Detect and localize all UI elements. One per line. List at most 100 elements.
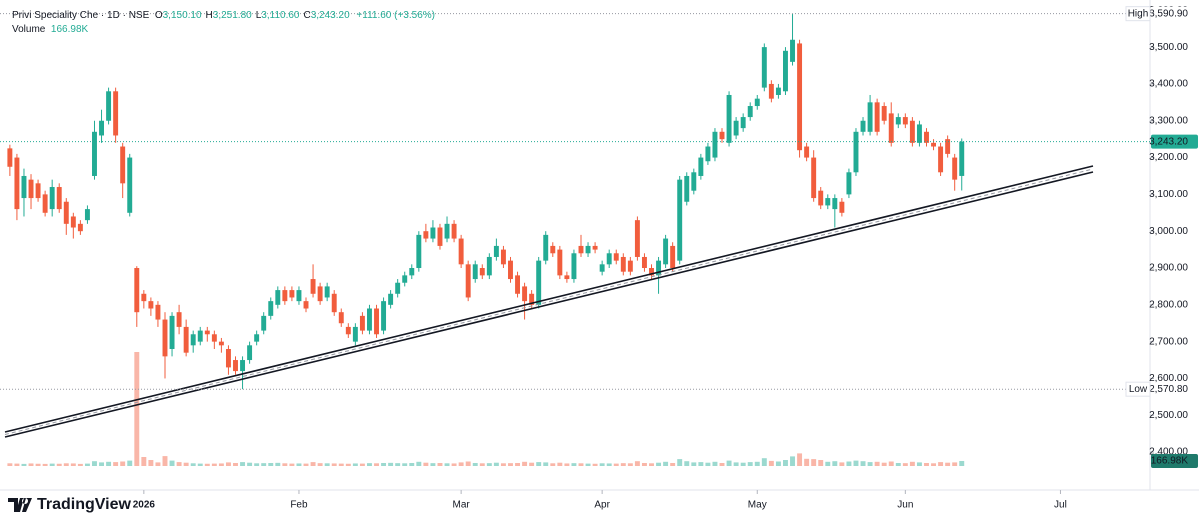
- candle-body: [472, 264, 478, 280]
- candle-body: [867, 102, 873, 132]
- candle-body: [296, 290, 302, 302]
- channel-upper[interactable]: [4, 165, 1094, 433]
- candle-body: [303, 301, 309, 309]
- ohlc-value: 3,243.20: [310, 10, 350, 21]
- volume-bar: [113, 462, 119, 466]
- volume-bar: [247, 462, 253, 466]
- candle-body: [183, 326, 189, 353]
- volume-bar: [49, 463, 55, 466]
- volume-bar: [120, 461, 126, 466]
- volume-bar: [846, 461, 852, 466]
- candle-body: [345, 326, 351, 335]
- series: [7, 13, 965, 466]
- candle-body: [120, 146, 126, 184]
- candle-body: [49, 187, 55, 210]
- high-label: High: [1128, 8, 1149, 19]
- volume-bar: [585, 463, 591, 466]
- candle-body: [938, 146, 944, 173]
- candle-body: [141, 293, 147, 302]
- volume-bar: [56, 463, 62, 466]
- candle-body: [233, 360, 238, 372]
- volume-bar: [493, 462, 499, 466]
- volume-bar: [768, 460, 774, 466]
- candle-body: [677, 179, 683, 261]
- volume-bar: [931, 463, 937, 466]
- candle-body: [14, 157, 20, 210]
- candle-body: [423, 231, 429, 239]
- candle-body: [493, 245, 499, 257]
- ohlc-label: L: [255, 10, 262, 21]
- candle-body: [486, 256, 492, 276]
- volume-bar: [916, 462, 922, 466]
- volume-bar: [268, 463, 274, 466]
- symbol[interactable]: Privi Speciality Che · 1D · NSE: [12, 10, 150, 21]
- candle-body: [902, 117, 908, 125]
- volume-bar: [888, 461, 894, 466]
- candle-body: [465, 264, 471, 298]
- volume-bar: [804, 458, 810, 466]
- volume-bar: [578, 463, 584, 466]
- volume-bar: [218, 463, 224, 466]
- candle-body: [536, 260, 542, 305]
- channel-middle: [4, 168, 1094, 435]
- candle-body: [282, 290, 288, 302]
- channel-lower[interactable]: [4, 171, 1094, 438]
- candle-body: [846, 172, 852, 195]
- candle-body: [924, 131, 929, 143]
- volume-bar: [381, 463, 387, 466]
- volume-bar: [430, 463, 436, 466]
- volume-bar: [423, 462, 429, 466]
- volume-bar: [416, 461, 422, 466]
- candle-body: [402, 275, 408, 283]
- candle-body: [99, 120, 105, 136]
- volume-bar: [924, 463, 929, 466]
- y-tick-label: 3,400.00: [1149, 79, 1188, 90]
- candle-body: [754, 98, 760, 107]
- low-tag: [1125, 381, 1151, 397]
- candle-body: [56, 187, 62, 210]
- volume-bar: [670, 463, 676, 466]
- volume-bar: [472, 463, 478, 466]
- candle-body: [261, 315, 267, 331]
- y-tick-label: 3,000.00: [1149, 226, 1188, 237]
- candle-body: [797, 43, 803, 151]
- candle-body: [374, 308, 379, 335]
- volume-bar: [388, 462, 394, 466]
- candle-body: [211, 334, 217, 342]
- x-tick-label: Feb: [290, 500, 308, 511]
- candle-body: [853, 131, 859, 173]
- trend-channel[interactable]: [4, 165, 1094, 438]
- candle-body: [515, 275, 521, 294]
- candle-body: [500, 249, 506, 265]
- ohlc-label: O: [154, 10, 163, 21]
- candle-body: [331, 293, 337, 313]
- volume-bar: [952, 462, 958, 466]
- candle-body: [254, 334, 260, 342]
- brand[interactable]: TradingView: [8, 496, 131, 514]
- candle-body: [613, 253, 619, 261]
- volume-bar: [317, 463, 323, 466]
- volume-bar: [7, 463, 13, 466]
- volume-bar: [959, 460, 965, 466]
- candle-body: [571, 253, 577, 280]
- candle-body: [895, 117, 901, 125]
- volume-bar: [63, 463, 69, 466]
- candle-body: [289, 290, 295, 298]
- volume-bar: [853, 460, 859, 466]
- candle-body: [7, 148, 13, 167]
- candle-body: [395, 282, 401, 294]
- candle-body: [381, 301, 387, 331]
- volume-bar: [881, 462, 887, 466]
- volume-bar: [374, 463, 379, 466]
- brand-name: TradingView: [37, 496, 131, 513]
- volume-bar: [860, 461, 866, 466]
- volume-bar: [303, 463, 309, 466]
- volume-bar: [486, 463, 492, 466]
- volume-bar: [909, 461, 915, 466]
- candle-body: [698, 157, 704, 176]
- volume-bar: [324, 463, 330, 466]
- volume-bar: [712, 461, 718, 466]
- candle-body: [247, 345, 253, 361]
- candle-body: [783, 50, 788, 92]
- high-badge: [1151, 6, 1198, 21]
